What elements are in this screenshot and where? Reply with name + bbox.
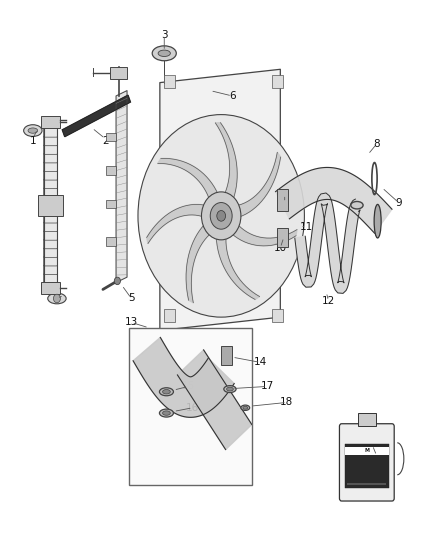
Bar <box>41 116 60 128</box>
FancyBboxPatch shape <box>43 205 57 214</box>
Polygon shape <box>295 193 360 293</box>
Text: 8: 8 <box>373 139 380 149</box>
Bar <box>347 483 386 485</box>
Bar <box>106 166 116 175</box>
Bar <box>41 282 60 294</box>
FancyBboxPatch shape <box>43 231 57 240</box>
FancyBboxPatch shape <box>43 214 57 223</box>
FancyBboxPatch shape <box>43 239 57 249</box>
Ellipse shape <box>243 406 248 409</box>
Text: 18: 18 <box>280 398 293 407</box>
Circle shape <box>210 203 232 229</box>
FancyBboxPatch shape <box>43 265 57 274</box>
Polygon shape <box>216 228 260 300</box>
Text: 16: 16 <box>186 403 199 413</box>
Ellipse shape <box>48 293 66 304</box>
Bar <box>347 483 386 484</box>
FancyBboxPatch shape <box>339 424 394 501</box>
Text: 7: 7 <box>281 195 288 205</box>
Polygon shape <box>186 219 215 303</box>
Ellipse shape <box>351 201 363 209</box>
Bar <box>347 483 386 484</box>
Polygon shape <box>232 152 281 219</box>
Bar <box>272 309 283 322</box>
Ellipse shape <box>224 386 236 392</box>
Text: 6: 6 <box>229 91 236 101</box>
Bar <box>347 482 386 484</box>
Circle shape <box>217 211 226 221</box>
Bar <box>221 346 232 365</box>
FancyBboxPatch shape <box>43 128 57 137</box>
FancyBboxPatch shape <box>43 171 57 180</box>
Text: 5: 5 <box>128 294 135 303</box>
Ellipse shape <box>158 50 170 56</box>
Ellipse shape <box>152 46 176 61</box>
Bar <box>106 237 116 246</box>
Circle shape <box>138 115 304 317</box>
Text: 14: 14 <box>254 358 267 367</box>
Polygon shape <box>133 337 234 417</box>
Ellipse shape <box>162 390 170 394</box>
Bar <box>358 413 376 426</box>
Bar <box>164 75 175 88</box>
Polygon shape <box>158 158 221 205</box>
FancyBboxPatch shape <box>43 145 57 155</box>
Ellipse shape <box>24 125 42 136</box>
FancyBboxPatch shape <box>43 248 57 257</box>
Polygon shape <box>177 350 252 449</box>
Bar <box>38 195 63 216</box>
Polygon shape <box>116 91 127 282</box>
Bar <box>106 200 116 208</box>
Polygon shape <box>62 95 131 136</box>
Text: 13: 13 <box>125 318 138 327</box>
Ellipse shape <box>226 387 233 391</box>
Bar <box>347 483 386 484</box>
Bar <box>272 75 283 88</box>
FancyBboxPatch shape <box>43 197 57 206</box>
Text: 2: 2 <box>102 136 109 146</box>
Polygon shape <box>215 123 237 207</box>
Bar <box>164 309 175 322</box>
FancyBboxPatch shape <box>43 154 57 163</box>
Text: M: M <box>364 448 369 453</box>
Bar <box>345 445 389 488</box>
Ellipse shape <box>374 205 381 238</box>
Polygon shape <box>160 69 280 330</box>
Text: 12: 12 <box>322 296 335 306</box>
Ellipse shape <box>162 411 170 415</box>
FancyBboxPatch shape <box>43 222 57 232</box>
Bar <box>277 228 288 247</box>
Bar <box>347 483 386 485</box>
Ellipse shape <box>28 128 38 133</box>
FancyBboxPatch shape <box>43 188 57 197</box>
Bar <box>277 189 288 211</box>
Bar <box>110 67 127 79</box>
Circle shape <box>201 192 241 240</box>
Bar <box>345 447 389 455</box>
Text: 4: 4 <box>53 294 60 303</box>
FancyBboxPatch shape <box>43 136 57 146</box>
FancyBboxPatch shape <box>43 162 57 172</box>
Text: 19: 19 <box>370 451 383 461</box>
Text: 11: 11 <box>300 222 313 231</box>
Text: 10: 10 <box>274 243 287 253</box>
FancyBboxPatch shape <box>43 179 57 189</box>
Circle shape <box>114 277 120 285</box>
Circle shape <box>53 294 60 303</box>
Ellipse shape <box>159 388 173 395</box>
Ellipse shape <box>159 409 173 417</box>
FancyBboxPatch shape <box>43 256 57 266</box>
Text: 1: 1 <box>29 136 36 146</box>
Text: 17: 17 <box>261 382 274 391</box>
Polygon shape <box>147 205 212 244</box>
Text: 9: 9 <box>395 198 402 207</box>
Text: 3: 3 <box>161 30 168 39</box>
Ellipse shape <box>241 405 250 410</box>
Text: 15: 15 <box>182 382 195 391</box>
Bar <box>129 328 252 485</box>
FancyBboxPatch shape <box>43 274 57 283</box>
Bar <box>106 133 116 141</box>
Polygon shape <box>226 220 297 246</box>
Polygon shape <box>276 167 392 233</box>
